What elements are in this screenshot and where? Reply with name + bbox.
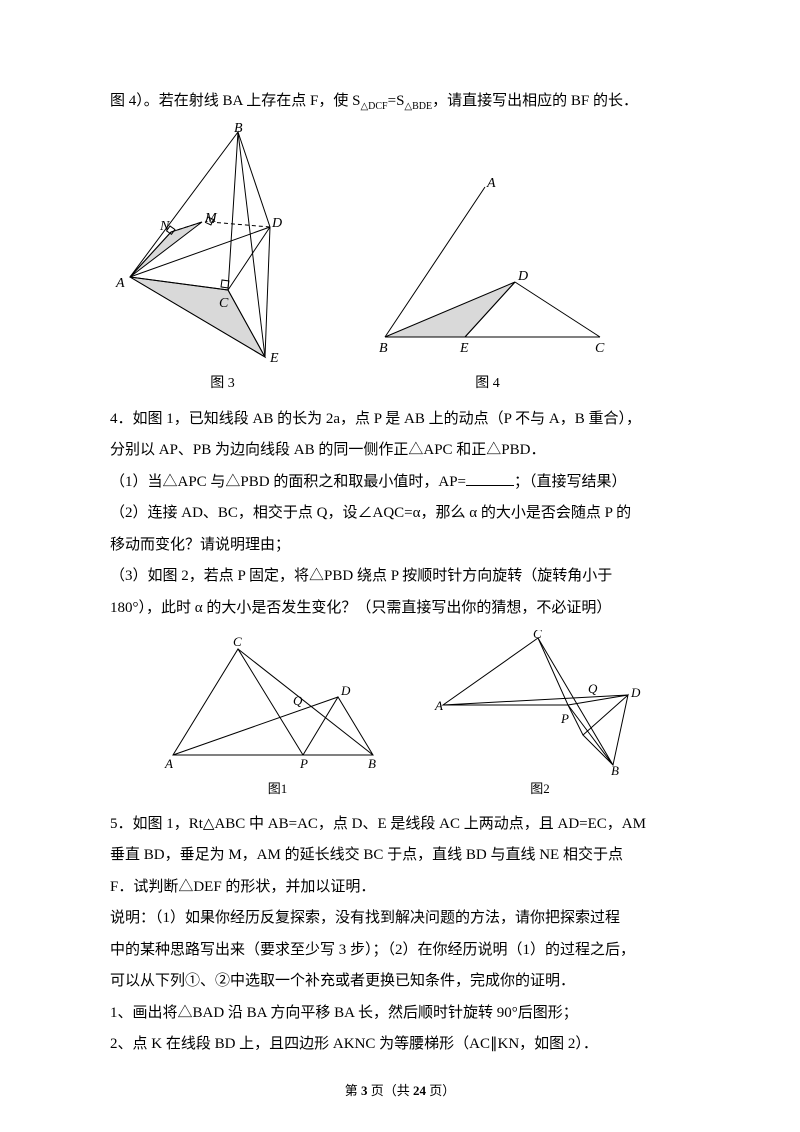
label-E2: E: [459, 341, 469, 356]
svg-text:C: C: [233, 635, 242, 649]
q4-line-6: （3）如图 2，若点 P 固定，将△PBD 绕点 P 按顺时针方向旋转（旋转角小…: [110, 561, 700, 593]
figure-4-label: 图 4: [475, 369, 500, 398]
q5-line-4: 说明：（1）如果你经历反复探索，没有找到解决问题的方法，请你把探索过程: [110, 903, 700, 935]
q4-line-3b: ；（直接写结果）: [514, 474, 627, 490]
figure-4: A D B E C 图 4: [365, 172, 610, 398]
footer-c: 页（共: [367, 1083, 413, 1098]
intro-sub1: △DCF: [360, 101, 387, 112]
figures-row-3-4: B D M N A C E 图 3 A D: [110, 122, 700, 398]
label-C2: C: [595, 341, 605, 356]
svg-text:D: D: [630, 685, 641, 700]
svg-text:Q: Q: [588, 681, 598, 696]
footer-e: 页）: [426, 1083, 455, 1098]
label-E: E: [269, 351, 279, 366]
blank-answer: [466, 471, 514, 486]
svg-text:P: P: [299, 756, 308, 771]
label-D: D: [271, 216, 282, 231]
label-N: N: [159, 219, 170, 234]
intro-sub2: △BDE: [404, 101, 432, 112]
q4-figure-1: A P B C D Q 图1: [163, 635, 393, 802]
intro-text-mid: =S: [388, 93, 405, 109]
footer-total: 24: [413, 1083, 426, 1098]
q5-line-2: 垂直 BD，垂足为 M，AM 的延长线交 BC 于点，直线 BD 与直线 NE …: [110, 840, 700, 872]
q4-fig2-svg: A C Q D P B: [433, 630, 648, 775]
svg-text:A: A: [434, 698, 443, 713]
figure-3: B D M N A C E 图 3: [110, 122, 335, 398]
intro-line: 图 4）。若在射线 BA 上存在点 F，使 S△DCF=S△BDE，请直接写出相…: [110, 86, 700, 118]
svg-text:B: B: [368, 756, 376, 771]
q4-fig2-label: 图2: [530, 775, 550, 802]
svg-text:B: B: [611, 763, 619, 775]
q4-line-2: 分别以 AP、PB 为边向线段 AB 的同一侧作正△APC 和正△PBD．: [110, 435, 700, 467]
figure-4-svg: A D B E C: [365, 172, 610, 367]
q5-line-6: 可以从下列①、②中选取一个补充或者更换已知条件，完成你的证明．: [110, 966, 700, 998]
q5-line-8: 2、点 K 在线段 BD 上，且四边形 AKNC 为等腰梯形（AC∥KN，如图 …: [110, 1029, 700, 1061]
q4-line-1: 4．如图 1，已知线段 AB 的长为 2a，点 P 是 AB 上的动点（P 不与…: [110, 404, 700, 436]
q4-fig1-label: 图1: [268, 775, 288, 802]
label-A2: A: [486, 176, 496, 191]
footer-a: 第: [345, 1083, 361, 1098]
q4-line-7: 180°），此时 α 的大小是否发生变化？（只需直接写出你的猜想，不必证明）: [110, 593, 700, 625]
figure-3-label: 图 3: [210, 369, 235, 398]
q4-line-3a: （1）当△APC 与△PBD 的面积之和取最小值时，AP=: [110, 474, 466, 490]
label-C: C: [219, 296, 229, 311]
figures-row-q4: A P B C D Q 图1 A C: [110, 630, 700, 802]
q4-line-3: （1）当△APC 与△PBD 的面积之和取最小值时，AP= ；（直接写结果）: [110, 467, 700, 499]
svg-text:P: P: [560, 711, 569, 726]
q4-line-4: （2）连接 AD、BC，相交于点 Q，设∠AQC=α，那么 α 的大小是否会随点…: [110, 498, 700, 530]
label-A: A: [115, 276, 125, 291]
svg-text:A: A: [164, 756, 173, 771]
svg-text:C: C: [533, 630, 542, 641]
q4-fig1-svg: A P B C D Q: [163, 635, 393, 775]
svg-text:Q: Q: [293, 693, 303, 708]
q5-line-3: F．试判断△DEF 的形状，并加以证明．: [110, 872, 700, 904]
label-B: B: [234, 122, 243, 136]
q4-figure-2: A C Q D P B 图2: [433, 630, 648, 802]
page-footer: 第 3 页（共 24 页）: [0, 1077, 800, 1104]
figure-3-svg: B D M N A C E: [110, 122, 335, 367]
q4-line-5: 移动而变化？请说明理由；: [110, 530, 700, 562]
q5-line-1: 5．如图 1，Rt△ABC 中 AB=AC，点 D、E 是线段 AC 上两动点，…: [110, 809, 700, 841]
label-B2: B: [379, 341, 388, 356]
label-M: M: [204, 211, 218, 226]
label-D2: D: [517, 269, 528, 284]
q5-line-5: 中的某种思路写出来（要求至少写 3 步）；（2）在你经历说明（1）的过程之后，: [110, 935, 700, 967]
intro-text-a: 图 4）。若在射线 BA 上存在点 F，使 S: [110, 93, 360, 109]
intro-text-end: ，请直接写出相应的 BF 的长．: [432, 93, 638, 109]
svg-text:D: D: [340, 683, 351, 698]
q5-line-7: 1、画出将△BAD 沿 BA 方向平移 BA 长，然后顺时针旋转 90°后图形；: [110, 998, 700, 1030]
